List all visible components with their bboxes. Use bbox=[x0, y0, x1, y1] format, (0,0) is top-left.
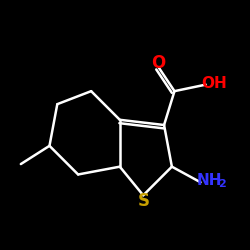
Text: NH: NH bbox=[197, 174, 222, 188]
Text: S: S bbox=[138, 192, 150, 210]
Text: O: O bbox=[151, 54, 166, 72]
Text: 2: 2 bbox=[218, 180, 226, 190]
Text: OH: OH bbox=[201, 76, 227, 91]
